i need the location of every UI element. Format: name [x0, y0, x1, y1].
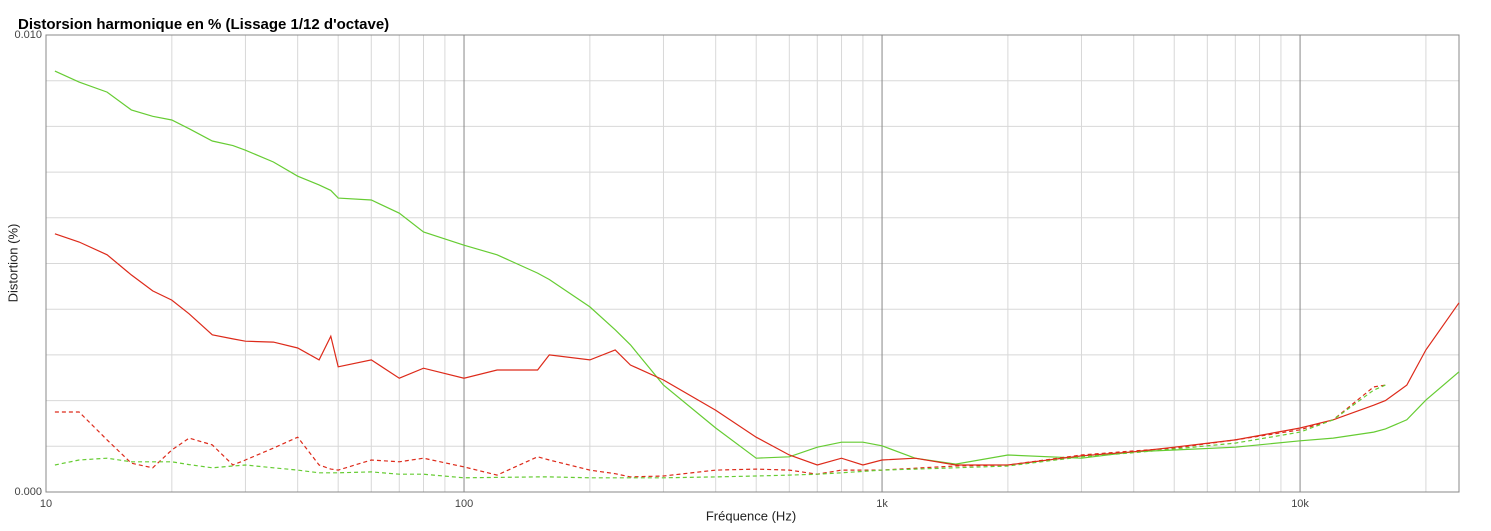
y-axis-label: Distortion (%)	[5, 224, 20, 303]
y-tick-label: 0.010	[14, 29, 42, 41]
x-tick-label: 10k	[1291, 498, 1309, 510]
series-line	[54, 70, 1460, 465]
x-tick-label: 1k	[876, 498, 888, 510]
x-tick-label: 100	[455, 498, 473, 510]
series-line	[54, 384, 1386, 479]
y-tick-label: 0.000	[14, 486, 42, 498]
series-line	[54, 233, 1460, 466]
x-tick-label: 10	[40, 498, 52, 510]
x-axis-label: Fréquence (Hz)	[706, 508, 796, 523]
chart-title: Distorsion harmonique en % (Lissage 1/12…	[18, 16, 389, 33]
series-line	[54, 384, 1386, 478]
plot-frame	[45, 34, 1460, 493]
